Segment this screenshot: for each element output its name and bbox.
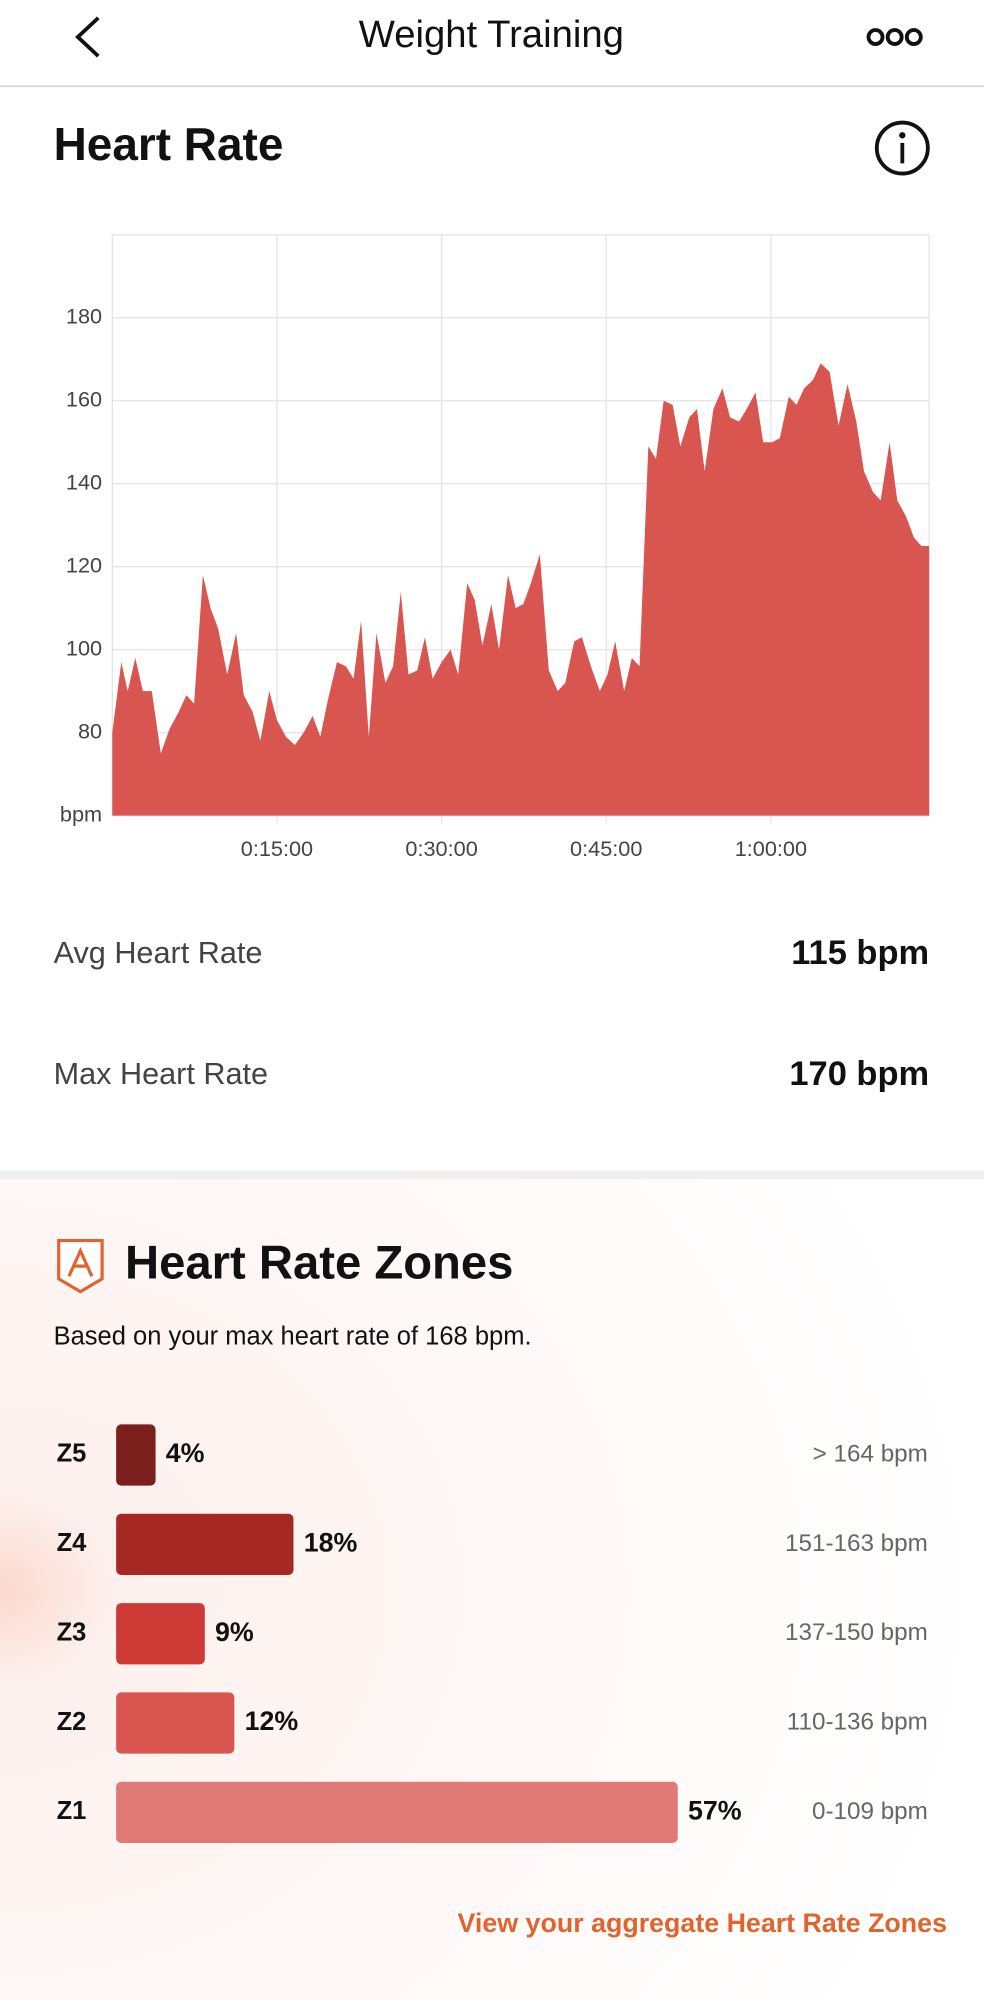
heart-rate-area xyxy=(112,363,930,816)
zones-chart: Z5 4% > 164 bpm Z4 18% 151-163 bpm Z3 9% 137-150… xyxy=(57,1424,928,1844)
stat-value: 170 bpm xyxy=(789,1055,929,1093)
more-button[interactable] xyxy=(866,28,923,46)
zone-value-label: 57% xyxy=(688,1795,742,1825)
zone-value-label: 12% xyxy=(245,1706,299,1736)
zones-title: Heart Rate Zones xyxy=(125,1237,513,1290)
stat-label: Max Heart Rate xyxy=(54,1057,268,1091)
back-button[interactable] xyxy=(75,16,100,58)
zone-label: Z5 xyxy=(57,1440,87,1468)
section-title: Heart Rate xyxy=(54,118,284,170)
zone-value-label: 18% xyxy=(304,1527,358,1557)
x-tick-label: 0:30:00 xyxy=(405,836,477,861)
y-tick-label: 120 xyxy=(66,552,102,577)
zone-range: 137-150 bpm xyxy=(785,1619,928,1646)
zone-range: > 164 bpm xyxy=(813,1440,928,1467)
x-tick-label: 0:45:00 xyxy=(570,836,642,861)
zone-bar xyxy=(116,1513,294,1575)
zones-subtitle: Based on your max heart rate of 168 bpm. xyxy=(54,1322,532,1350)
zone-value-label: 4% xyxy=(166,1438,205,1468)
stat-label: Avg Heart Rate xyxy=(54,936,263,970)
header-title: Weight Training xyxy=(359,13,624,56)
y-tick-label: bpm xyxy=(60,801,102,826)
zone-bar xyxy=(116,1692,235,1754)
zone-label: Z3 xyxy=(57,1618,87,1646)
zone-label: Z2 xyxy=(57,1708,87,1736)
zone-range: 110-136 bpm xyxy=(787,1708,928,1735)
x-tick-label: 1:00:00 xyxy=(735,836,807,861)
zone-bar xyxy=(116,1603,205,1665)
zones-icon xyxy=(57,1238,104,1294)
zone-range: 151-163 bpm xyxy=(785,1530,928,1557)
section-divider xyxy=(0,1170,984,1180)
aggregate-link[interactable]: View your aggregate Heart Rate Zones xyxy=(458,1908,947,1938)
y-tick-label: 100 xyxy=(66,635,102,660)
y-tick-label: 160 xyxy=(66,386,102,411)
x-tick-label: 0:15:00 xyxy=(241,836,313,861)
zone-bar xyxy=(116,1424,156,1486)
zone-label: Z4 xyxy=(57,1529,88,1557)
y-tick-label: 80 xyxy=(78,718,102,743)
y-tick-label: 140 xyxy=(66,469,102,494)
stat-value: 115 bpm xyxy=(791,934,929,972)
y-tick-label: 180 xyxy=(66,304,102,329)
zone-range: 0-109 bpm xyxy=(812,1798,928,1825)
info-button[interactable] xyxy=(874,120,930,176)
heart-rate-chart: bpm 80 100 120 140 160 180 0:15:00 0:30:00 0:45:0… xyxy=(60,234,930,861)
zones-background xyxy=(0,1179,984,2000)
zone-label: Z1 xyxy=(57,1797,87,1825)
zone-value-label: 9% xyxy=(215,1617,254,1647)
zone-bar xyxy=(116,1781,678,1844)
